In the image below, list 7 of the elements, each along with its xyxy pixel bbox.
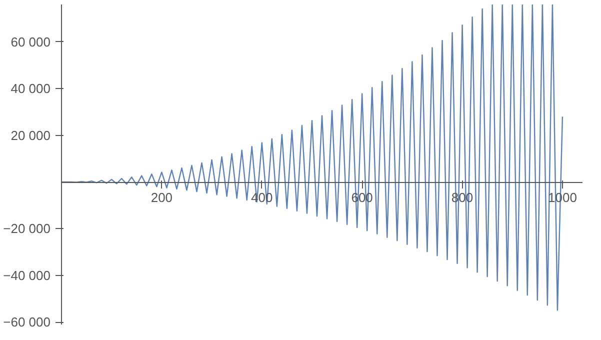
y-tick-label: −40 000 [3, 268, 51, 283]
y-tick-label: 20 000 [10, 128, 51, 143]
y-tick-label: 60 000 [10, 34, 51, 50]
y-tick-label: −20 000 [3, 221, 51, 236]
x-tick-label: 200 [150, 190, 173, 206]
y-tick-label: 40 000 [10, 81, 51, 96]
y-tick-label: −60 000 [3, 314, 51, 330]
